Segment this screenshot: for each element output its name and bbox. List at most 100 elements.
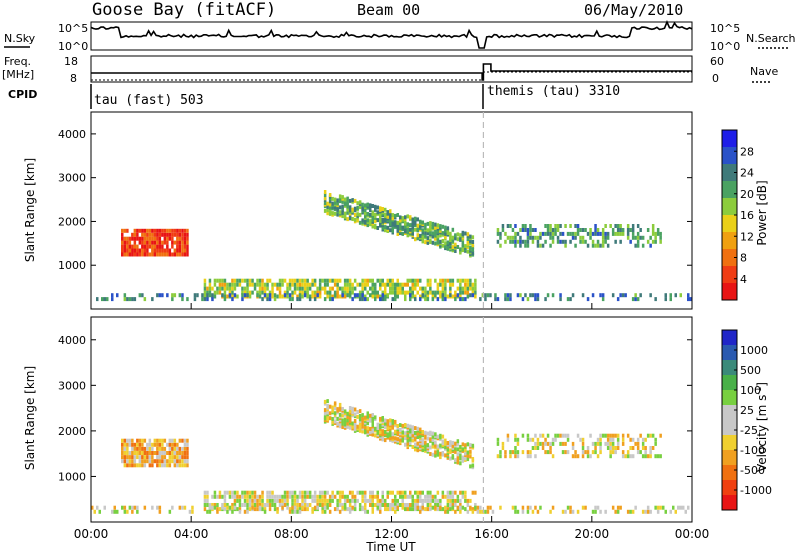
range-gate-cell (589, 228, 592, 232)
range-gate-cell (366, 218, 369, 223)
range-gate-cell (369, 286, 372, 291)
range-gate-cell (411, 231, 414, 236)
range-gate-cell (163, 232, 167, 237)
range-gate-cell (414, 282, 417, 287)
range-gate-cell (539, 505, 542, 510)
range-gate-cell (338, 498, 342, 503)
range-gate-cell (459, 509, 462, 514)
range-gate-cell (353, 427, 357, 432)
range-gate-cell (361, 416, 364, 421)
range-gate-cell (414, 219, 417, 224)
range-gate-cell (96, 297, 99, 302)
range-gate-cell (223, 490, 227, 495)
range-gate-cell (316, 290, 319, 295)
range-gate-cell (514, 437, 517, 442)
range-gate-cell (133, 240, 137, 245)
range-gate-cell (141, 451, 144, 455)
range-gate-cell (248, 507, 252, 512)
range-gate-cell (303, 290, 307, 295)
range-gate-cell (384, 438, 387, 443)
range-gate-cell (236, 507, 239, 512)
range-gate-cell (569, 239, 572, 244)
range-gate-cell (203, 290, 207, 295)
range-gate-cell (519, 235, 522, 240)
range-gate-cell (656, 505, 660, 510)
range-gate-cell (311, 278, 314, 283)
range-gate-cell (113, 505, 116, 510)
range-gate-cell (391, 435, 394, 440)
range-gate-cell (381, 494, 384, 499)
range-gate-cell (336, 294, 339, 299)
range-gate-cell (128, 451, 132, 455)
range-gate-cell (504, 231, 507, 236)
range-gate-cell (474, 294, 477, 299)
range-gate-cell (601, 243, 605, 248)
range-gate-cell (396, 220, 399, 225)
range-gate-cell (326, 211, 329, 216)
range-gate-cell (564, 450, 567, 455)
range-gate-cell (338, 197, 342, 202)
range-gate-cell (123, 459, 127, 464)
range-gate-cell (406, 423, 409, 428)
range-gate-cell (138, 240, 142, 245)
range-gate-cell (128, 442, 132, 447)
beam-title: Beam 00 (357, 1, 420, 19)
range-gate-cell (168, 442, 172, 447)
range-gate-cell (429, 445, 432, 450)
range-gate-cell (436, 282, 440, 287)
range-gate-cell (273, 494, 277, 499)
range-gate-cell (489, 293, 492, 298)
range-gate-cell (206, 286, 209, 291)
range-gate-cell (243, 509, 247, 514)
range-gate-cell (404, 490, 407, 495)
range-gate-cell (651, 433, 655, 438)
range-gate-cell (381, 429, 384, 434)
range-gate-cell (449, 282, 452, 287)
range-gate-cell (384, 286, 387, 291)
range-gate-cell (273, 507, 277, 512)
range-gate-cell (519, 228, 522, 232)
range-gate-cell (364, 425, 367, 430)
range-gate-cell (426, 503, 430, 507)
range-gate-cell (228, 293, 232, 298)
range-gate-cell (123, 293, 127, 298)
range-gate-cell (203, 494, 207, 499)
y-tick-label: 1000 (58, 470, 86, 483)
range-gate-cell (168, 248, 172, 253)
range-gate-cell (346, 278, 349, 283)
range-gate-cell (371, 507, 374, 512)
range-gate-cell (313, 505, 317, 510)
colorbar-swatch (722, 147, 737, 165)
range-gate-cell (358, 282, 362, 287)
range-gate-cell (161, 459, 164, 464)
range-gate-cell (286, 503, 289, 507)
range-gate-cell (288, 507, 292, 512)
range-gate-cell (461, 447, 465, 452)
range-gate-cell (669, 297, 672, 302)
range-gate-cell (258, 278, 262, 283)
range-gate-cell (156, 244, 159, 249)
range-gate-cell (421, 293, 424, 298)
range-gate-cell (466, 294, 470, 299)
range-gate-cell (128, 459, 132, 464)
range-gate-cell (161, 463, 164, 468)
range-gate-cell (126, 240, 129, 245)
range-gate-cell (256, 290, 259, 295)
range-gate-cell (208, 505, 212, 510)
range-gate-cell (351, 406, 354, 411)
range-gate-cell (436, 498, 440, 503)
range-gate-cell (399, 437, 402, 442)
range-gate-cell (554, 437, 557, 442)
range-gate-cell (313, 297, 317, 302)
range-gate-cell (261, 503, 264, 507)
range-gate-cell (171, 236, 174, 241)
range-gate-cell (336, 282, 339, 287)
range-gate-cell (604, 441, 607, 446)
range-gate-cell (206, 490, 209, 495)
range-gate-cell (231, 282, 234, 287)
range-gate-cell (138, 442, 142, 447)
range-gate-cell (146, 244, 149, 249)
range-gate-cell (429, 221, 432, 226)
range-gate-cell (534, 505, 537, 510)
range-gate-cell (353, 206, 357, 211)
